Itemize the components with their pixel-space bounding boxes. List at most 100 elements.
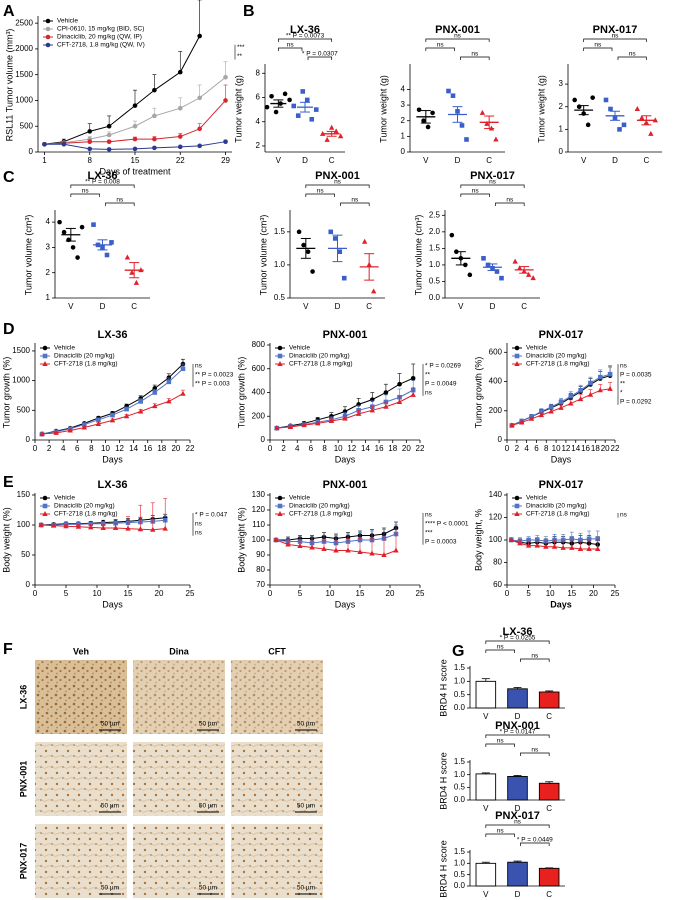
data-point	[648, 130, 654, 136]
data-point	[301, 242, 306, 248]
comparison-bracket	[307, 56, 333, 60]
panel-label: B	[243, 3, 255, 20]
bar	[507, 688, 528, 709]
data-point	[467, 272, 473, 278]
y-tick-label: 1000	[15, 96, 33, 105]
ihc-image	[231, 660, 323, 734]
x-tick-label: 5	[64, 589, 69, 598]
y-tick-label: 120	[252, 505, 266, 514]
data-point	[355, 410, 362, 416]
comparison-bracket	[485, 824, 550, 828]
y-tick-label: 0	[498, 435, 503, 444]
y-tick-label: 4	[401, 85, 406, 94]
data-point	[129, 269, 135, 275]
x-tick-label: 15	[124, 589, 133, 598]
data-point	[342, 415, 348, 421]
comparison-label: ns	[514, 819, 522, 826]
data-point	[634, 106, 641, 111]
data-point	[425, 124, 431, 130]
annotation: **	[237, 53, 243, 60]
panel-label: A	[3, 3, 15, 20]
bar	[507, 775, 528, 801]
annotation: * P = 0.0269	[425, 363, 461, 370]
x-tick-label: C	[521, 302, 527, 311]
data-point	[75, 255, 80, 260]
data-point	[273, 537, 279, 542]
data-point	[197, 126, 202, 132]
data-point	[450, 93, 456, 99]
x-tick-label: 2	[515, 444, 520, 453]
y-tick-label: 80	[493, 558, 502, 567]
comparison-label: ns	[454, 33, 462, 40]
data-point	[301, 422, 307, 428]
data-point	[639, 115, 645, 121]
legend-marker	[514, 511, 520, 516]
data-point	[577, 396, 584, 402]
y-tick-label: 1.0	[454, 858, 466, 867]
data-point	[357, 549, 363, 554]
data-point	[106, 132, 112, 138]
bar	[475, 862, 497, 887]
legend-marker	[42, 495, 48, 501]
y-tick-label: 600	[489, 347, 503, 356]
x-tick-label: V	[483, 890, 489, 899]
x-tick-label: 5	[298, 589, 303, 598]
bar	[538, 782, 560, 801]
data-point	[297, 543, 303, 548]
data-point	[421, 118, 426, 124]
data-point	[57, 219, 62, 225]
data-point	[430, 110, 435, 116]
x-tick-label: 4	[524, 444, 529, 453]
data-point	[137, 526, 144, 532]
data-point	[282, 91, 288, 97]
data-point	[87, 146, 93, 152]
scale-bar-label: 50 µm	[297, 721, 315, 728]
x-tick-label: C	[366, 302, 372, 311]
bar	[475, 680, 497, 709]
y-tick-label: 0.5	[454, 782, 466, 791]
x-tick-label: C	[643, 156, 649, 165]
x-tick-label: 12	[115, 444, 124, 453]
y-tick-label: 100	[252, 535, 266, 544]
comparison-label: ns	[437, 42, 445, 49]
data-point	[132, 136, 138, 142]
data-point	[180, 366, 186, 372]
comparison-bracket	[277, 38, 333, 42]
data-point	[590, 95, 595, 100]
y-tick-label: 90	[256, 550, 265, 559]
y-tick-label: 2	[256, 141, 261, 150]
comparison-label: ns	[489, 179, 497, 186]
y-tick-label: 3	[401, 100, 406, 109]
data-point	[393, 547, 399, 553]
legend-label: Vehicle	[289, 345, 310, 352]
data-point	[509, 422, 515, 428]
x-tick-label: 0	[268, 444, 273, 453]
data-point	[577, 546, 584, 551]
y-axis-label: Tumor growth (%)	[473, 357, 483, 429]
y-axis-label: Tumor weight (g)	[536, 75, 546, 143]
comparison-label: * P = 0.0449	[517, 837, 553, 844]
chart-title: LX-36	[98, 479, 128, 491]
data-point	[197, 33, 202, 39]
data-point	[87, 139, 93, 144]
comparison-bracket	[520, 658, 550, 662]
data-point	[53, 429, 59, 435]
data-point	[568, 400, 574, 406]
data-point	[166, 379, 172, 385]
chart-title: LX-36	[503, 626, 533, 638]
annotation: ***	[425, 530, 433, 537]
data-point	[61, 141, 67, 147]
x-tick-label: V	[68, 302, 74, 311]
comparison-bracket	[277, 47, 303, 51]
x-axis-label: Days	[102, 599, 123, 609]
legend-marker	[42, 353, 48, 359]
x-tick-label: 15	[131, 156, 140, 165]
data-point	[383, 403, 389, 409]
annotation: ns	[425, 390, 433, 397]
data-point	[287, 423, 294, 429]
data-point	[595, 546, 601, 551]
data-point	[110, 412, 115, 418]
legend-label: Vehicle	[526, 495, 547, 502]
y-tick-label: 0	[401, 147, 406, 156]
data-point	[287, 97, 292, 103]
